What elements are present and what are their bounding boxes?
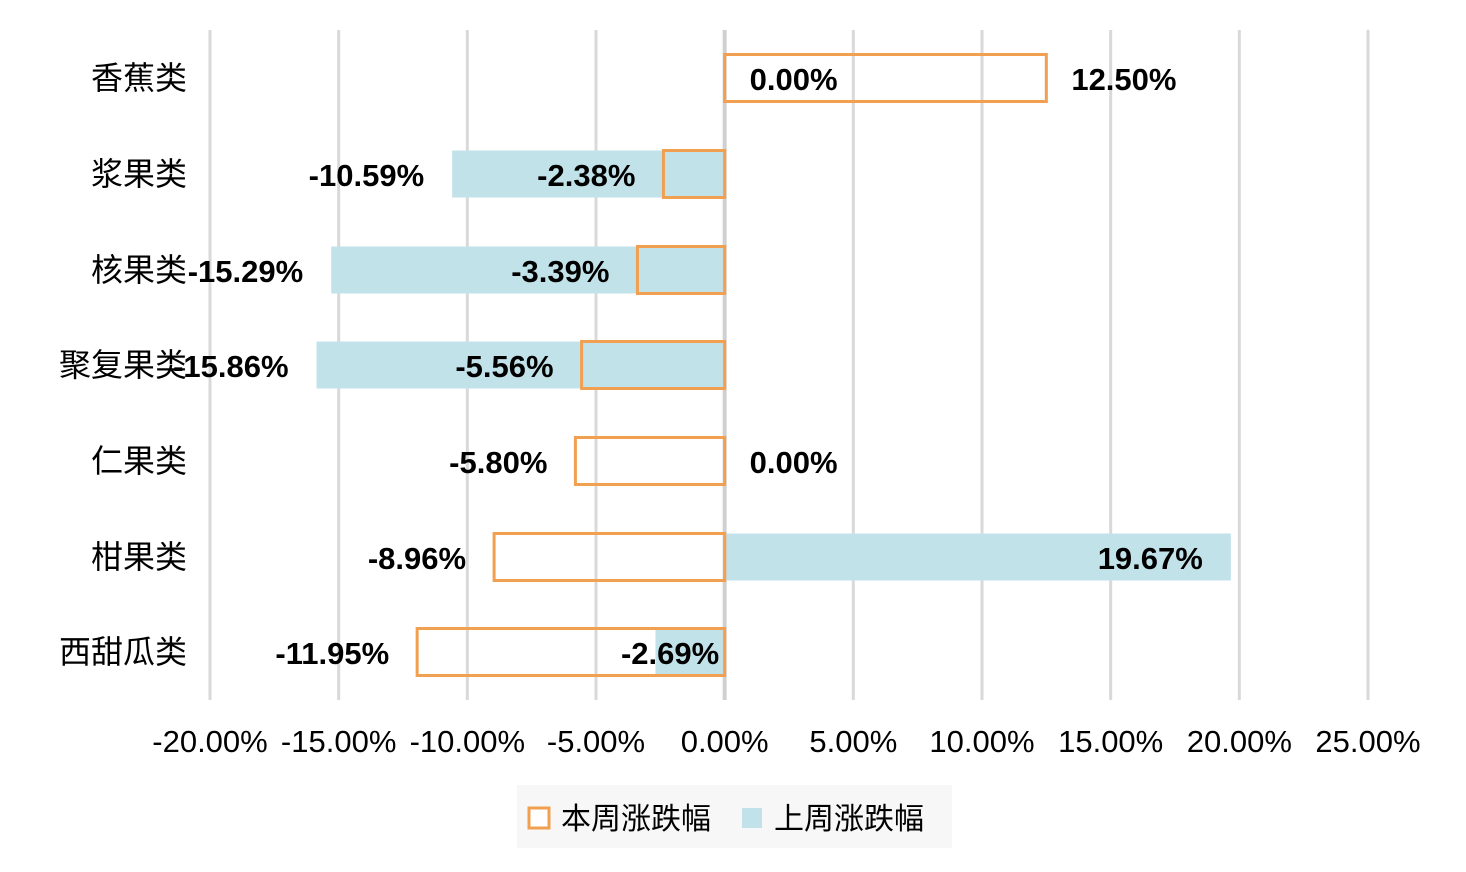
data-label-current-week: -5.56%: [455, 349, 553, 384]
x-tick-label: -15.00%: [281, 724, 396, 759]
legend-swatch-previous-week: [742, 808, 762, 828]
x-tick-label: -5.00%: [547, 724, 645, 759]
bar-current-week: [492, 532, 727, 582]
bar-current-week: [580, 340, 727, 390]
bar-previous-week: [316, 341, 725, 389]
category-label: 浆果类: [91, 155, 187, 193]
legend-swatch-current-week: [527, 806, 551, 830]
x-tick-label: 5.00%: [809, 724, 897, 759]
category-label: 仁果类: [91, 442, 187, 480]
data-label-previous-week: -15.86%: [173, 349, 288, 384]
legend-background: [517, 785, 952, 848]
x-tick-label: 15.00%: [1058, 724, 1163, 759]
data-label-current-week: -3.39%: [511, 254, 609, 289]
data-label-previous-week: -2.69%: [621, 636, 719, 671]
bar-current-week: [415, 627, 727, 677]
x-tick-label: 0.00%: [681, 724, 769, 759]
x-tick-label: 25.00%: [1315, 724, 1420, 759]
bar-previous-week: [331, 246, 725, 294]
data-label-current-week: -11.95%: [275, 636, 389, 671]
bar-current-week: [723, 53, 1048, 103]
bar-current-week: [635, 245, 727, 295]
data-label-previous-week: 0.00%: [750, 445, 838, 480]
bar-previous-week: [724, 533, 1231, 581]
category-label: 柑果类: [91, 538, 187, 576]
category-label: 核果类: [91, 251, 187, 289]
data-label-previous-week: 0.00%: [750, 62, 838, 97]
bar-current-week: [661, 149, 727, 199]
category-label: 聚复果类: [59, 346, 187, 384]
x-tick-label: -20.00%: [152, 724, 267, 759]
data-label-previous-week: 19.67%: [1098, 541, 1203, 576]
x-tick-label: 10.00%: [929, 724, 1034, 759]
data-label-previous-week: -10.59%: [309, 158, 424, 193]
legend-label-previous-week: 上周涨跌幅: [774, 802, 924, 837]
data-label-current-week: -8.96%: [368, 541, 466, 576]
bar-previous-week: [655, 628, 725, 676]
x-tick-label: 20.00%: [1187, 724, 1292, 759]
x-tick-label: -10.00%: [410, 724, 525, 759]
data-label-current-week: -5.80%: [449, 445, 547, 480]
legend-label-current-week: 本周涨跌幅: [561, 802, 711, 837]
bar-current-week: [573, 436, 727, 486]
data-label-current-week: 12.50%: [1071, 62, 1176, 97]
category-label: 西甜瓜类: [59, 633, 187, 671]
data-label-previous-week: -15.29%: [188, 254, 303, 289]
data-label-current-week: -2.38%: [537, 158, 635, 193]
category-label: 香蕉类: [91, 59, 187, 97]
bar-previous-week: [452, 150, 725, 198]
